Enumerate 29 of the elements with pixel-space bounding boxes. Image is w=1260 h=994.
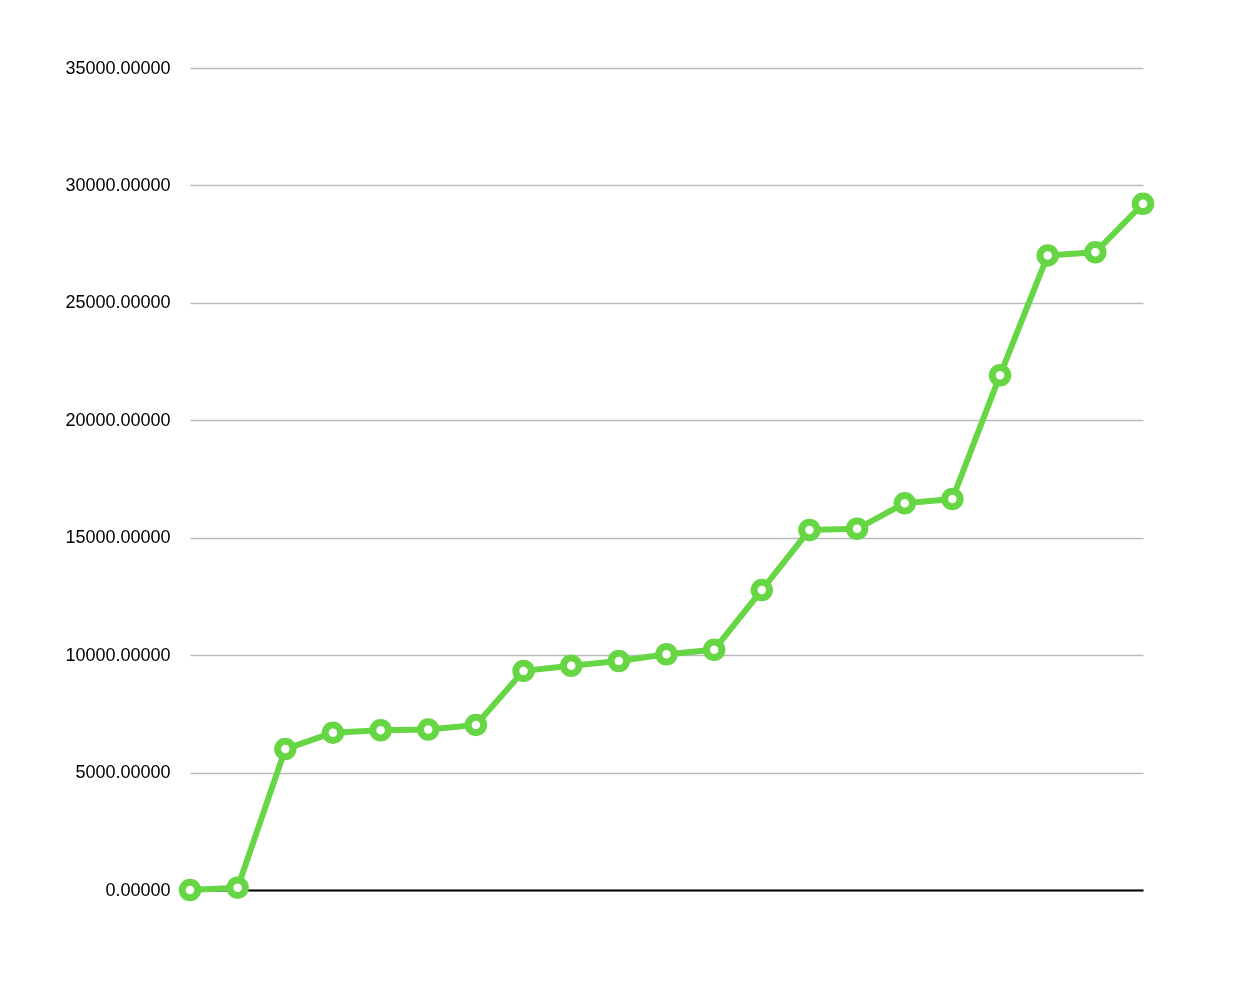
y-tick-label: 35000.00000 [65,57,171,78]
y-tick-label: 10000.00000 [65,644,171,665]
point [941,487,964,511]
point [321,721,345,744]
point [512,659,535,683]
y-tick-label: 5000.00000 [75,762,171,783]
point [655,642,678,666]
y-tick-label: 15000.00000 [65,527,171,548]
point [798,518,821,542]
point [1084,241,1107,264]
point [417,718,440,741]
y-tick-label: 25000.00000 [65,292,171,313]
point [178,878,202,902]
point [274,737,297,761]
point [750,578,774,602]
point [607,649,631,673]
y-tick-label: 20000.00000 [65,409,171,430]
point [226,876,249,899]
y-tick-label: 0.00000 [105,879,171,900]
point [702,638,726,661]
point [1036,244,1059,267]
y-tick-label: 30000.00000 [65,174,171,195]
point [559,654,583,677]
point [845,517,869,541]
point [464,713,488,737]
point [988,363,1012,387]
point [369,719,392,742]
point [1131,192,1155,215]
point [893,491,916,515]
